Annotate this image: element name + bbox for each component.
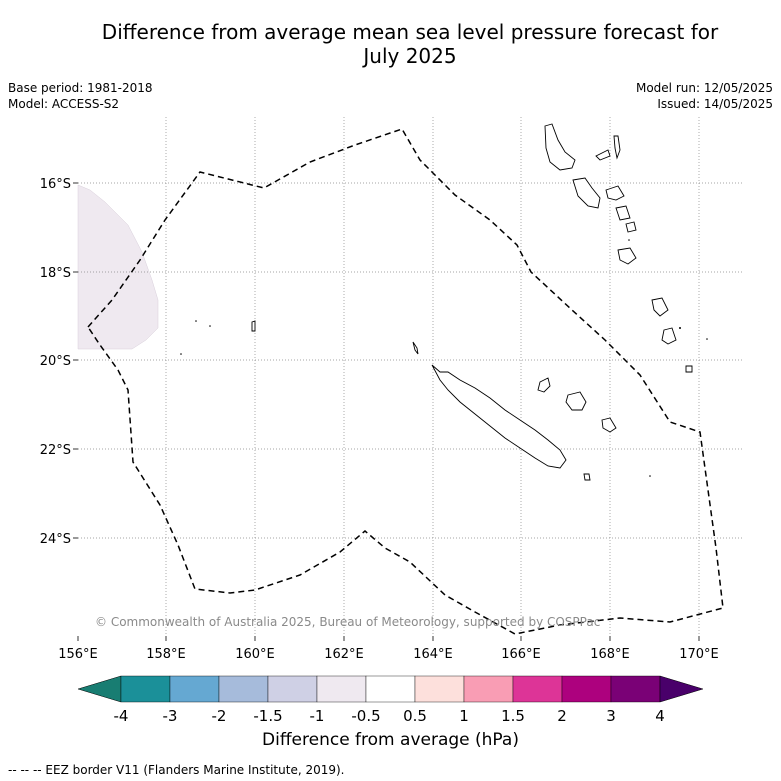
colorbar-tick-label: -1 xyxy=(310,707,325,725)
model-name: Model: ACCESS-S2 xyxy=(8,97,120,111)
lon-tick-label: 168°E xyxy=(590,647,630,662)
lat-tick-label: 18°S xyxy=(40,266,71,281)
base-period: Base period: 1981-2018 xyxy=(8,81,153,95)
colorbar-tick-label: 1 xyxy=(459,707,469,725)
title-line-2: July 2025 xyxy=(363,44,457,68)
lon-tick-label: 162°E xyxy=(324,647,364,662)
title-line-1: Difference from average mean sea level p… xyxy=(101,20,719,44)
island-aneityum xyxy=(651,297,669,317)
island-loyalty-1 xyxy=(537,377,551,393)
colorbar: -4 -3 -2 -1.5 -1 -0.5 0.5 1 1.5 2 3 4 xyxy=(77,675,704,725)
model-run: Model run: 12/05/2025 xyxy=(635,81,773,95)
lat-tick-label: 22°S xyxy=(40,443,71,458)
island-hunter xyxy=(685,365,693,373)
colorbar-tick-label: 3 xyxy=(606,707,616,725)
colorbar-box xyxy=(169,675,220,703)
island-maewo xyxy=(613,135,621,160)
landmasses xyxy=(251,123,693,481)
colorbar-box xyxy=(512,675,563,703)
colorbar-extend-low xyxy=(77,675,122,703)
issued-date: Issued: 14/05/2025 xyxy=(657,97,773,111)
island-epi xyxy=(615,205,631,221)
eez-border xyxy=(87,128,724,635)
colorbar-tick-label: 0.5 xyxy=(403,707,427,725)
lon-tick-label: 156°E xyxy=(58,647,98,662)
island-espiritu-santo xyxy=(544,123,576,171)
lon-tick-label: 164°E xyxy=(413,647,453,662)
colorbar-tick-label: -0.5 xyxy=(351,707,380,725)
island-matthew xyxy=(661,327,677,345)
colorbar-box xyxy=(610,675,661,703)
anomaly-region xyxy=(77,184,159,350)
island-loyalty-3 xyxy=(601,417,617,433)
lat-tick-label: 20°S xyxy=(40,354,71,369)
meta-left: Base period: 1981-2018 Model: ACCESS-S2 xyxy=(8,80,153,112)
colorbar-box xyxy=(218,675,269,703)
island-chesterfield xyxy=(251,320,256,332)
colorbar-tick-label: 1.5 xyxy=(501,707,525,725)
colorbar-tick-label: -1.5 xyxy=(253,707,282,725)
colorbar-tick-label: 4 xyxy=(655,707,665,725)
chart-title: Difference from average mean sea level p… xyxy=(40,20,780,68)
colorbar-box xyxy=(120,675,171,703)
colorbar-tick-label: 2 xyxy=(557,707,567,725)
lon-tick-label: 170°E xyxy=(679,647,719,662)
island-efate xyxy=(605,185,625,201)
colorbar-tick-label: -2 xyxy=(212,707,227,725)
colorbar-extend-high xyxy=(659,675,704,703)
colorbar-box xyxy=(267,675,318,703)
lat-tick-labels: 16°S 18°S 20°S 22°S 24°S xyxy=(40,177,71,547)
island-walpole xyxy=(583,473,591,481)
colorbar-title: Difference from average (hPa) xyxy=(262,730,519,750)
eez-footnote: -- -- -- EEZ border V11 (Flanders Marine… xyxy=(8,763,345,777)
lat-tick-label: 16°S xyxy=(40,177,71,192)
meta-right: Model run: 12/05/2025 Issued: 14/05/2025 xyxy=(636,80,773,112)
lon-tick-label: 166°E xyxy=(501,647,541,662)
colorbar-box xyxy=(316,675,367,703)
island-tanna xyxy=(617,247,637,265)
island-belep xyxy=(412,341,419,355)
colorbar-box xyxy=(365,675,416,703)
lon-tick-labels: 156°E 158°E 160°E 162°E 164°E 166°E 168°… xyxy=(58,647,719,662)
colorbar-box xyxy=(463,675,514,703)
colorbar-boxes xyxy=(120,675,661,703)
island-erromango xyxy=(625,221,637,233)
lat-tick-label: 24°S xyxy=(40,532,71,547)
new-caledonia xyxy=(431,364,567,469)
island-vanuatu-small-1 xyxy=(595,149,611,161)
island-malekula xyxy=(572,177,601,209)
map-panel: © Commonwealth of Australia 2025, Bureau… xyxy=(40,117,743,662)
tiny-islets xyxy=(180,239,708,477)
lon-tick-label: 160°E xyxy=(235,647,275,662)
gridlines xyxy=(78,117,743,636)
tick-marks xyxy=(73,182,700,641)
colorbar-tick-labels: -4 -3 -2 -1.5 -1 -0.5 0.5 1 1.5 2 3 4 xyxy=(114,707,665,725)
island-loyalty-2 xyxy=(565,391,587,411)
colorbar-tick-label: -4 xyxy=(114,707,129,725)
colorbar-tick-label: -3 xyxy=(163,707,178,725)
colorbar-box xyxy=(561,675,612,703)
colorbar-box xyxy=(414,675,465,703)
lon-tick-label: 158°E xyxy=(146,647,186,662)
copyright-text: © Commonwealth of Australia 2025, Bureau… xyxy=(95,615,600,629)
